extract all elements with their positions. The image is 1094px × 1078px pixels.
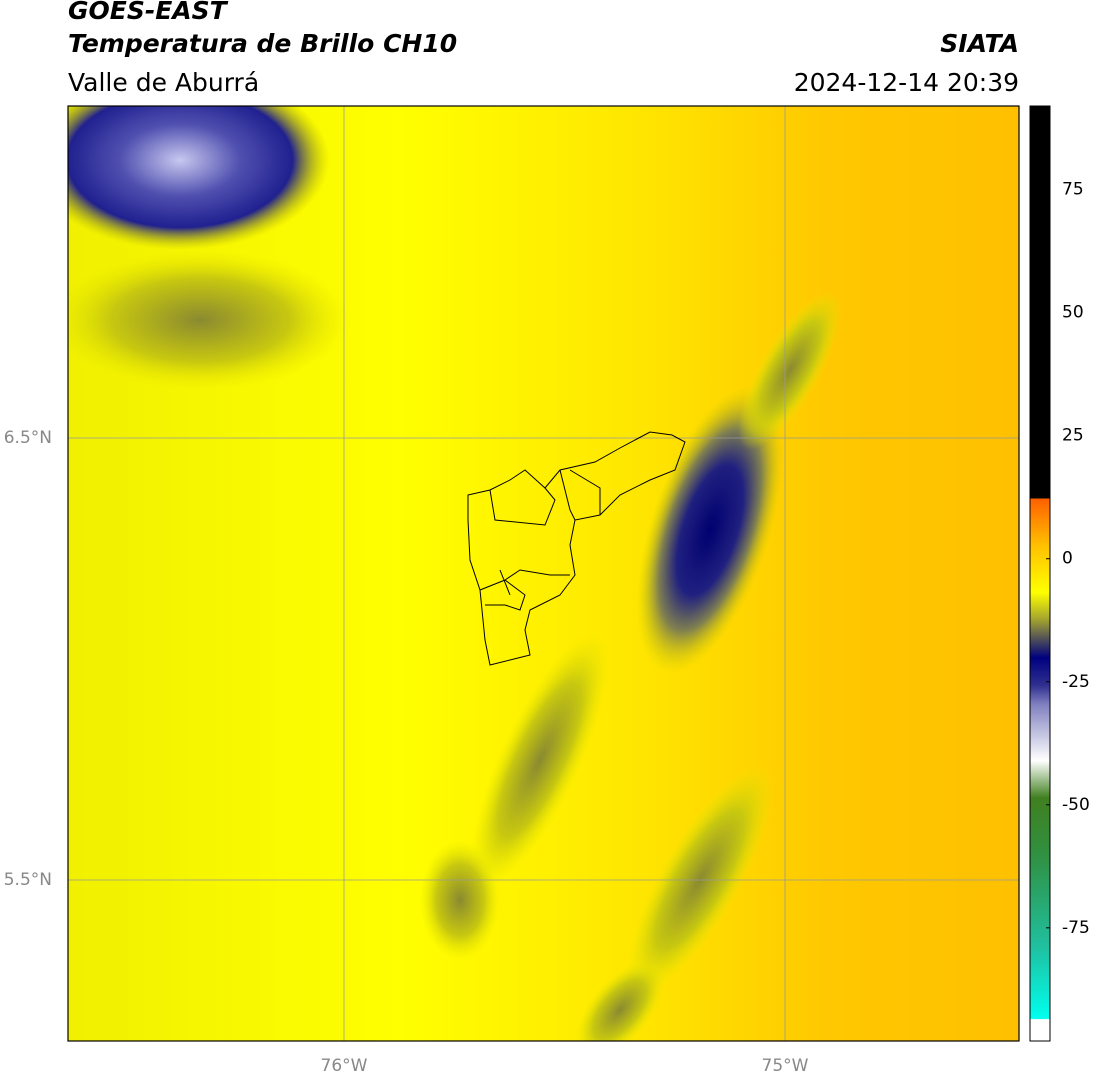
title: GOES-EAST	[68, 0, 229, 25]
colorbar-tick-label: -75	[1062, 918, 1090, 938]
lon-label: 75°W	[762, 1056, 809, 1076]
boundaries	[467, 431, 686, 666]
cloud	[575, 960, 665, 1041]
lat-label: 6.5°N	[4, 428, 52, 448]
region: Valle de Aburrá	[68, 68, 259, 97]
lon-label: 76°W	[321, 1056, 368, 1076]
colorbar-tick-label: 50	[1062, 303, 1084, 323]
colorbar-tick-label: -25	[1062, 672, 1090, 692]
colorbar-tick-label: 25	[1062, 426, 1084, 446]
cloud	[68, 106, 330, 250]
timestamp: 2024-12-14 20:39	[794, 68, 1019, 97]
subtitle: Temperatura de Brillo CH10	[68, 29, 457, 58]
colorbar-tick-label: -50	[1062, 795, 1090, 815]
colorbar	[1029, 105, 1051, 1042]
source: SIATA	[940, 29, 1019, 58]
cloud	[68, 250, 350, 390]
map-frame	[67, 105, 1020, 1042]
lat-label: 5.5°N	[4, 870, 52, 890]
cloud	[420, 840, 500, 960]
colorbar-tick-label: 75	[1062, 180, 1084, 200]
cloud	[636, 386, 784, 674]
cloud	[470, 631, 610, 889]
map	[68, 106, 1019, 1041]
colorbar-tick-label: 0	[1062, 549, 1073, 569]
cloud	[738, 290, 842, 450]
